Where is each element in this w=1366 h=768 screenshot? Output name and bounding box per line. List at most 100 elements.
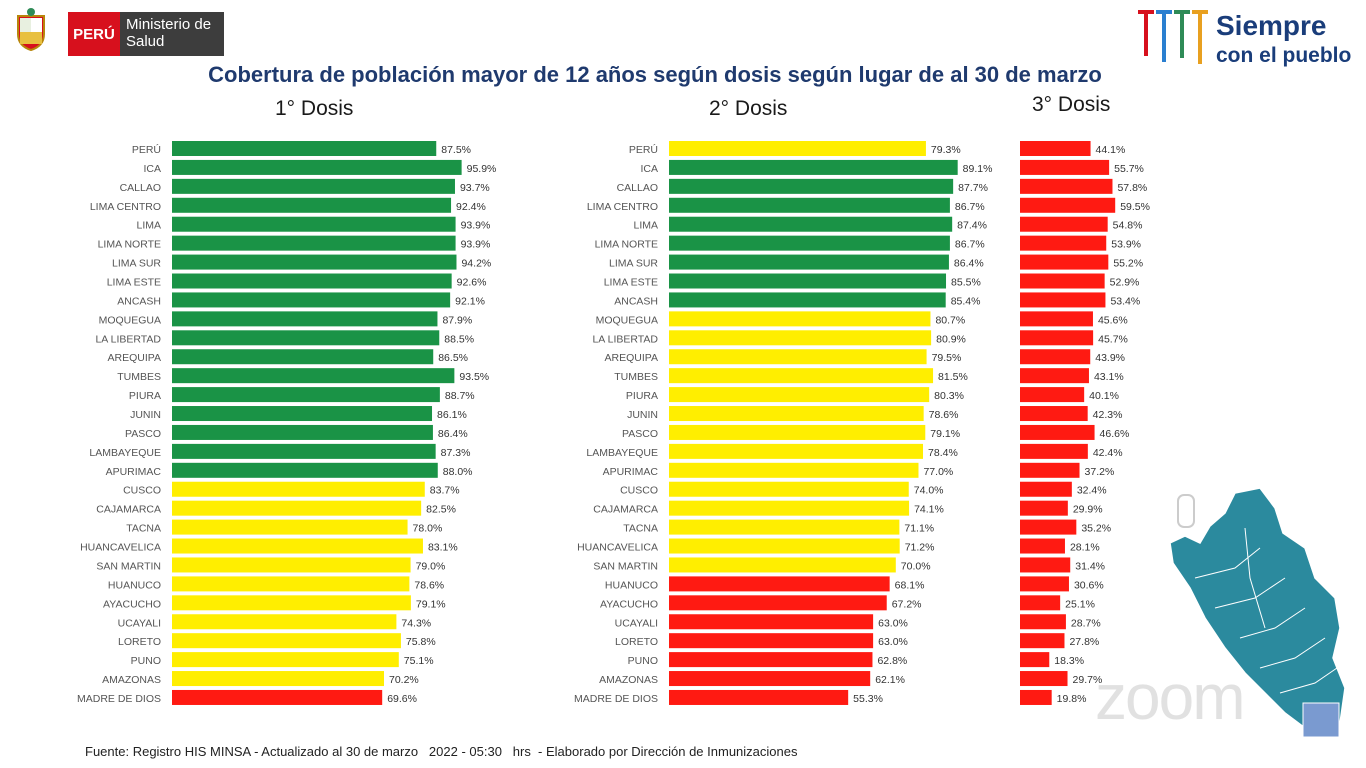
- bar-dose3: [1020, 292, 1106, 308]
- data-label-dose3: 55.2%: [1113, 258, 1143, 270]
- category-label-dose2: MADRE DE DIOS: [574, 693, 658, 705]
- data-label-dose1: 88.5%: [444, 333, 474, 345]
- bar-dose2: [669, 273, 947, 289]
- data-label-dose3: 27.8%: [1069, 636, 1099, 648]
- bar-dose2: [669, 481, 909, 497]
- data-label-dose1: 74.3%: [401, 617, 431, 629]
- bar-dose3: [1020, 519, 1077, 535]
- bar-dose2: [669, 519, 900, 535]
- bar-dose2: [669, 406, 924, 422]
- category-label-dose1: PUNO: [131, 655, 161, 667]
- footer-source: Fuente: Registro HIS MINSA - Actualizado…: [85, 744, 798, 759]
- bar-dose2: [669, 633, 874, 649]
- category-label-dose1: LIMA ESTE: [107, 277, 161, 289]
- bar-dose3: [1020, 197, 1116, 213]
- data-label-dose2: 78.4%: [928, 447, 958, 459]
- category-label-dose2: LAMBAYEQUE: [586, 447, 658, 459]
- category-label-dose2: LORETO: [615, 636, 658, 648]
- category-label-dose1: LIMA SUR: [112, 258, 161, 270]
- ministry-label: Ministerio de Salud: [120, 12, 224, 56]
- category-label-dose1: JUNIN: [130, 409, 161, 421]
- data-label-dose2: 62.8%: [877, 655, 907, 667]
- bar-dose1: [172, 368, 455, 384]
- bar-dose3: [1020, 311, 1093, 327]
- data-label-dose3: 37.2%: [1085, 466, 1115, 478]
- bar-dose3: [1020, 481, 1072, 497]
- data-label-dose2: 79.1%: [930, 428, 960, 440]
- category-label-dose1: TACNA: [126, 523, 161, 535]
- bar-dose3: [1020, 159, 1110, 175]
- category-label-dose1: LORETO: [118, 636, 161, 648]
- data-label-dose1: 92.4%: [456, 201, 486, 213]
- bar-dose3: [1020, 368, 1089, 384]
- data-label-dose1: 82.5%: [426, 504, 456, 516]
- data-label-dose2: 89.1%: [963, 163, 993, 175]
- bar-dose2: [669, 557, 896, 573]
- data-label-dose2: 87.7%: [958, 182, 988, 194]
- category-label-dose1: HUANCAVELICA: [80, 542, 161, 554]
- data-label-dose3: 55.7%: [1114, 163, 1144, 175]
- data-label-dose2: 80.9%: [936, 333, 966, 345]
- bar-dose2: [669, 500, 910, 516]
- bar-dose2: [669, 462, 919, 478]
- data-label-dose2: 55.3%: [853, 693, 883, 705]
- category-label-dose2: PUNO: [628, 655, 658, 667]
- data-label-dose1: 94.2%: [461, 258, 491, 270]
- bar-dose2: [669, 197, 950, 213]
- data-label-dose3: 43.1%: [1094, 371, 1124, 383]
- panel-title-dose3: 3° Dosis: [1032, 93, 1111, 116]
- data-label-dose1: 92.6%: [457, 277, 487, 289]
- category-label-dose2: MOQUEGUA: [596, 314, 658, 326]
- bar-dose3: [1020, 406, 1088, 422]
- category-label-dose1: CAJAMARCA: [96, 504, 161, 516]
- category-label-dose2: AYACUCHO: [600, 598, 658, 610]
- category-label-dose2: PASCO: [622, 428, 658, 440]
- category-label-dose2: AMAZONAS: [599, 674, 658, 686]
- category-label-dose2: JUNIN: [627, 409, 658, 421]
- bar-dose1: [172, 633, 401, 649]
- bar-dose2: [669, 141, 926, 156]
- category-label-dose1: APURIMAC: [106, 466, 162, 478]
- data-label-dose1: 93.5%: [459, 371, 489, 383]
- data-label-dose2: 79.3%: [931, 144, 961, 156]
- bar-dose3: [1020, 671, 1068, 687]
- category-label-dose1: MADRE DE DIOS: [77, 693, 161, 705]
- category-label-dose2: PERÚ: [629, 143, 658, 156]
- bar-dose1: [172, 330, 440, 346]
- zoom-watermark: zoom: [1095, 661, 1245, 733]
- data-label-dose1: 95.9%: [467, 163, 497, 175]
- category-label-dose2: CAJAMARCA: [593, 504, 658, 516]
- bar-dose1: [172, 689, 383, 705]
- data-label-dose2: 86.4%: [954, 258, 984, 270]
- data-label-dose2: 86.7%: [955, 201, 985, 213]
- data-label-dose2: 77.0%: [923, 466, 953, 478]
- category-label-dose2: TACNA: [623, 523, 658, 535]
- category-label-dose2: LA LIBERTAD: [592, 333, 658, 345]
- category-label-dose1: CUSCO: [123, 485, 161, 497]
- category-label-dose2: UCAYALI: [615, 617, 658, 629]
- bar-dose3: [1020, 652, 1050, 668]
- data-label-dose3: 44.1%: [1096, 144, 1126, 156]
- bar-dose2: [669, 652, 873, 668]
- bar-dose1: [172, 273, 452, 289]
- bar-dose1: [172, 216, 456, 232]
- data-label-dose1: 83.1%: [428, 542, 458, 554]
- slogan-logo: Siempre con el pueblo: [1134, 6, 1356, 70]
- data-label-dose2: 71.1%: [904, 523, 934, 535]
- category-label-dose1: LA LIBERTAD: [95, 333, 161, 345]
- data-label-dose1: 86.1%: [437, 409, 467, 421]
- data-label-dose2: 85.4%: [951, 295, 981, 307]
- data-label-dose1: 93.9%: [461, 239, 491, 251]
- data-label-dose3: 42.3%: [1093, 409, 1123, 421]
- bar-dose1: [172, 614, 397, 630]
- bar-dose2: [669, 349, 927, 365]
- bar-dose1: [172, 387, 440, 403]
- scroll-handle[interactable]: [1177, 494, 1195, 528]
- bar-dose3: [1020, 254, 1109, 270]
- data-label-dose2: 67.2%: [892, 598, 922, 610]
- bar-dose3: [1020, 462, 1080, 478]
- data-label-dose1: 78.0%: [413, 523, 443, 535]
- peru-map-icon: [1169, 488, 1346, 739]
- data-label-dose2: 74.0%: [914, 485, 944, 497]
